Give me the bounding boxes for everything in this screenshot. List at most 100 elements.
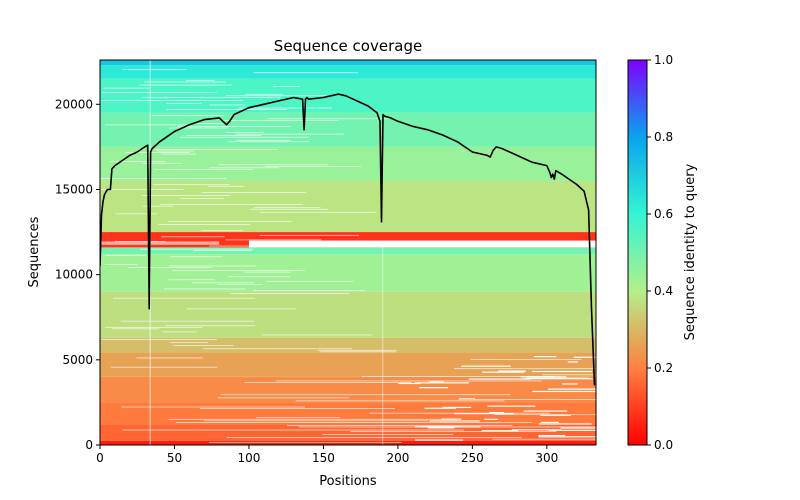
colorbar-ticks: 0.0 0.2 0.4 0.6 0.8 1.0	[647, 53, 673, 452]
alignment-gap	[105, 326, 203, 328]
alignment-gap	[100, 178, 227, 179]
alignment-gap	[208, 441, 402, 443]
x-tick-label: 50	[167, 451, 182, 465]
alignment-gap	[105, 254, 146, 256]
x-axis-label: Positions	[319, 474, 377, 489]
alignment-gap	[350, 431, 557, 432]
alignment-gap	[259, 234, 360, 236]
x-tick-label: 100	[237, 451, 260, 465]
alignment-gap	[176, 422, 532, 423]
identity-band	[100, 60, 596, 66]
alignment-gap	[110, 366, 218, 368]
x-tick-label: 150	[312, 451, 335, 465]
alignment-gap	[128, 267, 212, 268]
alignment-gap	[122, 429, 465, 431]
alignment-gap	[427, 427, 455, 429]
alignment-gap	[523, 410, 568, 412]
y-tick-label: 5000	[62, 353, 93, 367]
identity-band	[100, 424, 596, 441]
alignment-gap	[442, 406, 472, 409]
alignment-gap	[540, 414, 571, 416]
alignment-gap	[238, 107, 332, 109]
alignment-gap	[160, 204, 303, 205]
alignment-gap	[253, 72, 359, 74]
alignment-gap	[101, 339, 218, 340]
alignment-gap	[253, 290, 365, 291]
alignment-gap	[164, 288, 246, 290]
alignment-gap	[141, 96, 281, 98]
plot-frame	[99, 59, 597, 446]
identity-band	[100, 146, 596, 181]
alignment-gap	[322, 434, 454, 435]
x-tick-label: 250	[461, 451, 484, 465]
alignment-gap	[165, 325, 256, 327]
coverage-line	[100, 93, 596, 386]
alignment-gap	[487, 405, 536, 407]
identity-band	[100, 112, 596, 147]
alignment-gap	[186, 135, 262, 136]
alignment-gap	[186, 308, 296, 310]
alignment-gap	[152, 184, 230, 186]
alignment-gap	[202, 348, 352, 350]
alignment-gap	[429, 381, 444, 383]
alignment-gap	[139, 84, 233, 86]
alignment-gap	[560, 427, 596, 429]
alignment-gap	[244, 382, 412, 383]
y-tick-label: 15000	[55, 182, 93, 196]
alignment-gap	[421, 426, 481, 428]
alignment-gap	[320, 351, 397, 353]
alignment-gap	[109, 161, 166, 163]
alignment-gap	[562, 383, 578, 385]
alignment-gap	[548, 429, 596, 431]
alignment-gap	[209, 167, 279, 169]
alignment-gap	[218, 164, 329, 166]
alignment-gap	[168, 418, 461, 420]
alignment-gap	[100, 241, 220, 245]
alignment-gap	[482, 371, 525, 373]
alignment-gap	[203, 420, 428, 422]
alignment-gap	[221, 119, 339, 121]
alignment-gap	[140, 248, 254, 250]
alignment-gap	[165, 103, 202, 104]
alignment-gap	[201, 192, 307, 193]
alignment-gap	[179, 136, 309, 138]
alignment-gap	[226, 437, 522, 439]
alignment-gap	[492, 438, 596, 440]
colorbar-tick-label: 0.0	[654, 438, 673, 452]
alignment-gap	[191, 282, 255, 284]
alignment-gap	[142, 162, 183, 164]
alignment-gap	[162, 331, 197, 333]
alignment-gap	[538, 434, 566, 437]
identity-band	[100, 247, 596, 255]
alignment-gap	[144, 81, 226, 83]
alignment-gap	[180, 198, 225, 199]
alignment-gap	[254, 207, 321, 209]
alignment-gap	[382, 240, 384, 445]
alignment-gap	[474, 399, 596, 400]
alignment-gap	[235, 133, 344, 135]
alignment-gap	[415, 439, 464, 441]
alignment-gap	[156, 150, 195, 152]
colorbar-tick-label: 1.0	[654, 53, 673, 67]
alignment-gap	[172, 270, 305, 271]
alignment-gap	[170, 256, 223, 258]
alignment-gap	[361, 376, 554, 377]
alignment-gap	[167, 279, 215, 281]
alignment-gap	[244, 271, 291, 273]
alignment-gap	[142, 195, 230, 196]
alignment-gap	[173, 345, 234, 347]
chart-title: Sequence coverage	[274, 37, 422, 55]
alignment-gap	[152, 115, 224, 117]
alignment-gap	[424, 407, 457, 409]
alignment-gap	[207, 185, 245, 187]
alignment-gap	[489, 411, 504, 414]
alignment-gap	[526, 377, 590, 379]
alignment-gap	[225, 239, 322, 241]
alignment-gap	[481, 430, 519, 432]
alignment-gap	[540, 421, 559, 424]
alignment-gap	[317, 349, 398, 351]
alignment-gap	[178, 126, 291, 127]
alignment-gap	[103, 87, 151, 89]
y-axis-ticks: 0 5000 10000 15000 20000	[55, 97, 100, 452]
alignment-gap	[248, 240, 596, 248]
